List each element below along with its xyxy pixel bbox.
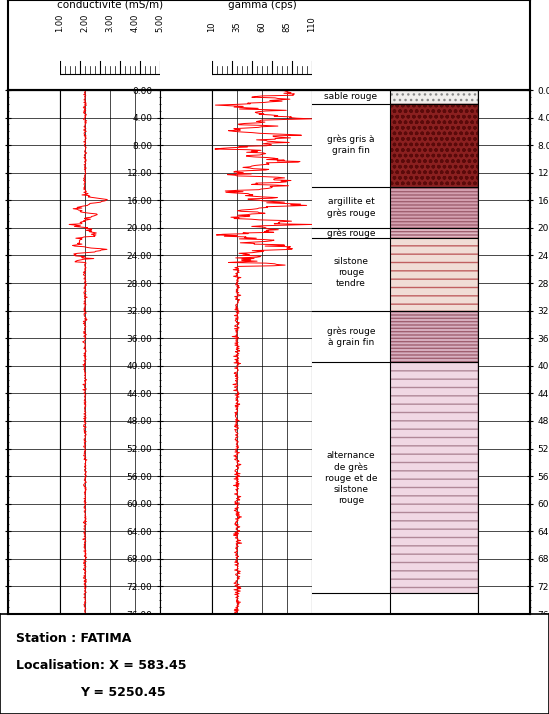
Bar: [390, 104, 478, 186]
Bar: [390, 228, 478, 238]
Text: grès rouge: grès rouge: [327, 228, 376, 238]
Text: 10: 10: [208, 22, 216, 32]
Bar: [390, 90, 478, 104]
Text: 35: 35: [232, 21, 242, 32]
Bar: [390, 362, 478, 593]
Text: argillite et
grès rouge: argillite et grès rouge: [327, 197, 376, 218]
Text: 110: 110: [307, 16, 317, 32]
Text: 5.00: 5.00: [155, 14, 165, 32]
Bar: [390, 186, 478, 228]
Text: 1.00: 1.00: [55, 14, 64, 32]
Text: 3.00: 3.00: [105, 14, 115, 32]
Text: 60: 60: [257, 21, 266, 32]
Text: grès rouge
à grain fin: grès rouge à grain fin: [327, 326, 376, 347]
Bar: [390, 593, 478, 614]
Text: gamma (cps): gamma (cps): [228, 0, 296, 10]
Text: Y = 5250.45: Y = 5250.45: [80, 686, 165, 699]
Bar: [390, 311, 478, 362]
Bar: [390, 238, 478, 311]
Text: alternance
de grès
rouge et de
silstone
rouge: alternance de grès rouge et de silstone …: [325, 451, 377, 505]
Text: silstone
rouge
tendre: silstone rouge tendre: [333, 257, 368, 288]
Text: grès gris à
grain fin: grès gris à grain fin: [327, 135, 375, 156]
Text: 4.00: 4.00: [131, 14, 139, 32]
Text: Station : FATIMA: Station : FATIMA: [16, 632, 132, 645]
Text: Localisation: X = 583.45: Localisation: X = 583.45: [16, 659, 187, 672]
Text: 2.00: 2.00: [81, 14, 89, 32]
Text: conductivité (mS/m): conductivité (mS/m): [57, 0, 163, 10]
Text: sable rouge: sable rouge: [324, 92, 378, 101]
Text: 85: 85: [283, 21, 292, 32]
